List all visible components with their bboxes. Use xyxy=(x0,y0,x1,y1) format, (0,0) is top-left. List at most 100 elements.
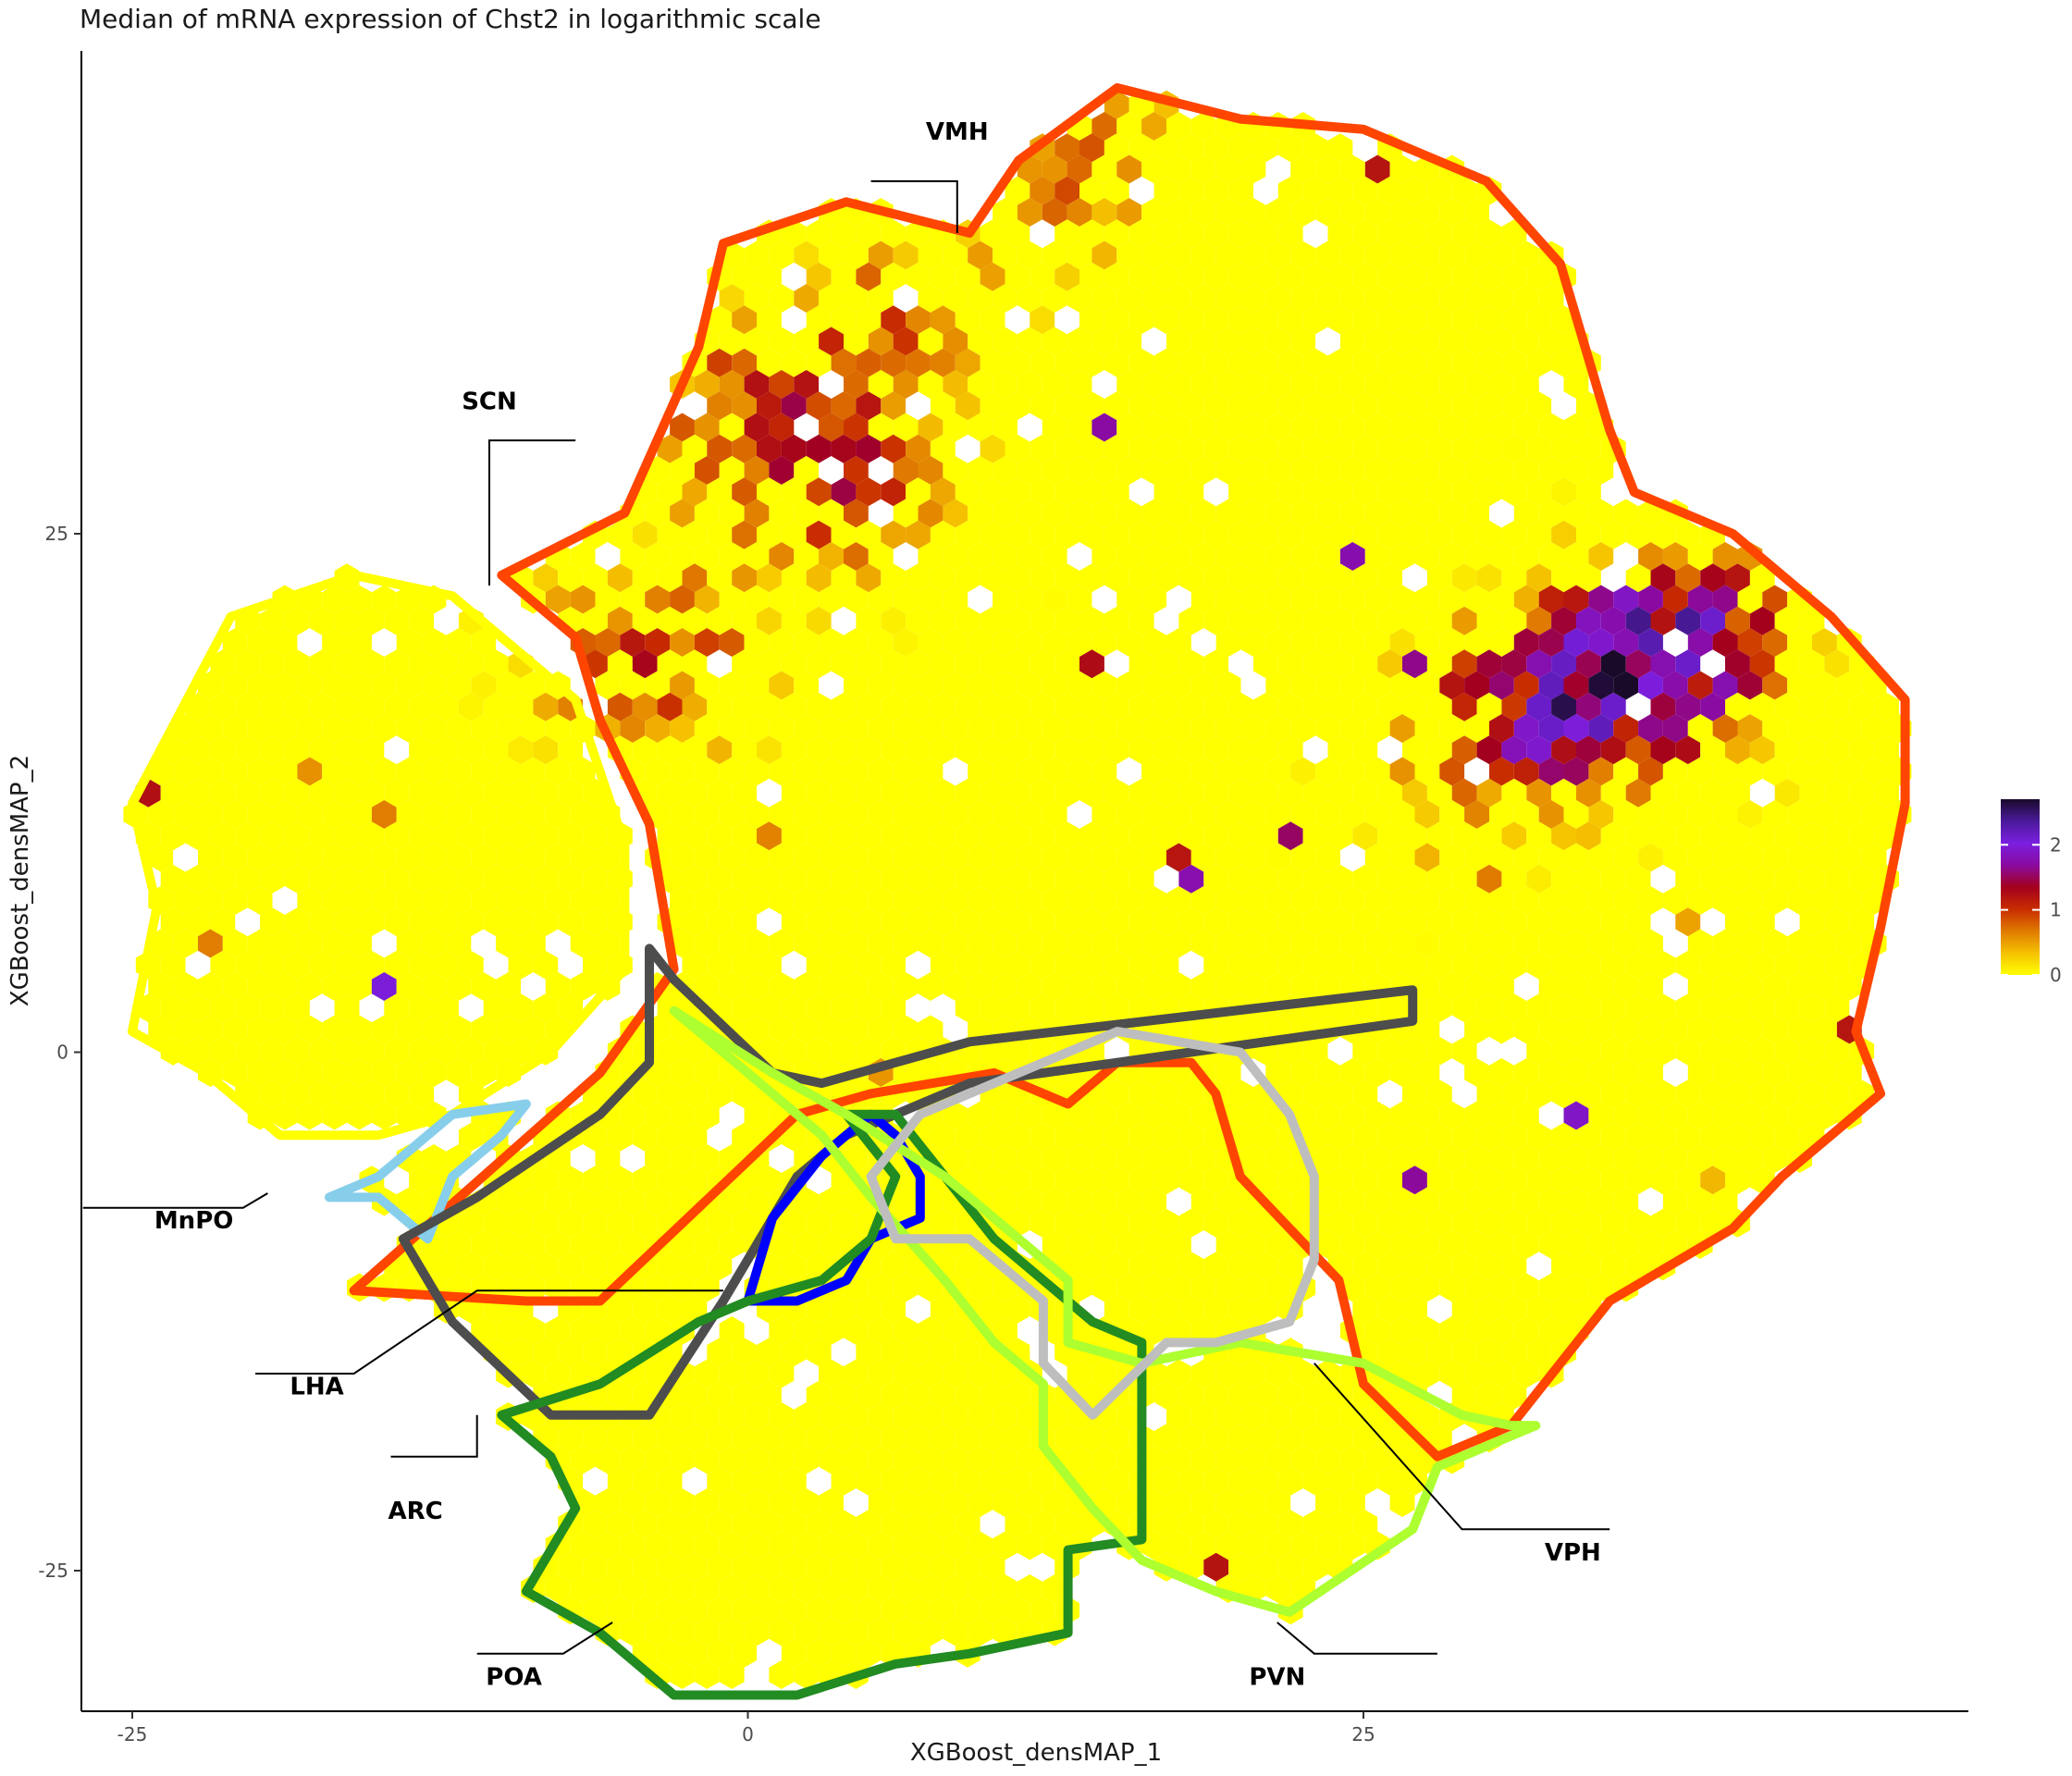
hex-cell xyxy=(1377,391,1402,421)
hex-cell xyxy=(347,714,372,743)
hex-cell xyxy=(1551,692,1576,722)
hex-cell xyxy=(1215,1445,1241,1474)
hex-cell xyxy=(1277,305,1303,335)
hex-cell xyxy=(396,1187,422,1216)
hex-cell xyxy=(657,1596,683,1625)
hex-cell xyxy=(1414,843,1440,872)
hex-cell xyxy=(993,456,1018,485)
hex-cell xyxy=(1178,1380,1204,1410)
hex-cell xyxy=(1563,714,1589,743)
hex-cell xyxy=(943,1531,968,1560)
hex-cell xyxy=(521,1187,546,1216)
hex-cell xyxy=(1787,757,1812,786)
hex-cell xyxy=(943,714,968,743)
hex-cell xyxy=(744,499,770,528)
hex-cell xyxy=(1513,714,1539,743)
hex-cell xyxy=(893,800,919,829)
hex-cell xyxy=(521,714,546,743)
hex-cell xyxy=(1253,1380,1278,1410)
hex-cell xyxy=(1104,1166,1129,1195)
hex-cell xyxy=(1600,821,1626,851)
hex-cell xyxy=(694,370,720,399)
hex-cell xyxy=(260,692,285,722)
hex-cell xyxy=(1277,649,1303,679)
hex-cell xyxy=(1774,1122,1800,1152)
hex-cell xyxy=(1203,262,1229,291)
hex-cell xyxy=(396,843,422,872)
hex-cell xyxy=(955,606,980,635)
hex-cell xyxy=(1650,563,1676,593)
hex-cell xyxy=(1824,649,1850,679)
hex-cell xyxy=(868,886,894,915)
hex-cell xyxy=(744,1531,770,1560)
hex-cell xyxy=(1092,327,1117,356)
hex-cell xyxy=(1265,1574,1291,1603)
hex-cell xyxy=(545,585,571,614)
hex-cell xyxy=(1439,671,1465,700)
hex-cell xyxy=(1700,606,1725,635)
hex-cell xyxy=(1042,1402,1067,1431)
hex-cell xyxy=(1439,843,1465,872)
hex-cell xyxy=(1650,1036,1676,1066)
hex-cell xyxy=(1799,907,1825,937)
hex-cell xyxy=(1501,262,1527,291)
hex-cell xyxy=(719,628,745,657)
hex-cell xyxy=(1364,1445,1390,1474)
hex-cell xyxy=(670,1402,695,1431)
hex-cell xyxy=(1190,1402,1216,1431)
hex-cell xyxy=(1315,1359,1340,1388)
hex-cell xyxy=(968,671,993,700)
hex-cell xyxy=(744,1187,770,1216)
hex-cell xyxy=(1253,649,1278,679)
hex-cell xyxy=(1315,1445,1340,1474)
hex-cell xyxy=(1054,950,1079,980)
hex-cell xyxy=(993,972,1018,1001)
hex-cell xyxy=(620,1187,646,1216)
hex-cell xyxy=(844,757,869,786)
hex-cell xyxy=(1414,1101,1440,1130)
hex-cell xyxy=(1650,1079,1676,1109)
hex-cell xyxy=(1662,886,1688,915)
hex-cell xyxy=(930,1552,956,1582)
hex-cell xyxy=(1476,649,1502,679)
hex-cell xyxy=(1116,1101,1142,1130)
hex-cell xyxy=(247,929,273,958)
hex-cell xyxy=(930,305,956,335)
hex-cell xyxy=(1377,649,1402,679)
hex-cell xyxy=(719,929,745,958)
hex-cell xyxy=(1290,671,1316,700)
hex-cell xyxy=(1700,1208,1725,1238)
hex-cell xyxy=(235,692,261,722)
hex-cell xyxy=(844,284,869,313)
hex-cell xyxy=(918,886,944,915)
hex-cell xyxy=(1426,176,1452,205)
hex-cell xyxy=(1476,262,1502,291)
hex-cell xyxy=(906,1466,931,1496)
hex-cell xyxy=(1215,1230,1241,1259)
hex-cell xyxy=(1799,993,1825,1023)
hex-cell xyxy=(1265,628,1291,657)
hex-cell xyxy=(496,714,521,743)
hex-cell xyxy=(334,649,360,679)
hex-cell xyxy=(1153,778,1179,808)
hex-cell xyxy=(1700,563,1725,593)
hex-cell xyxy=(819,1445,844,1474)
hex-cell xyxy=(471,886,497,915)
hex-cell xyxy=(1339,1101,1365,1130)
hex-cell xyxy=(769,542,795,571)
hex-cell xyxy=(769,1574,795,1603)
hex-cell xyxy=(707,391,733,421)
hex-cell xyxy=(632,1079,658,1109)
hex-cell xyxy=(210,821,236,851)
hex-cell xyxy=(1737,714,1763,743)
hex-cell xyxy=(819,327,844,356)
region-outline-poa xyxy=(497,1109,1147,1700)
hex-cell xyxy=(1849,692,1875,722)
hex-cell xyxy=(1576,434,1601,463)
hex-cell xyxy=(1265,1359,1291,1388)
hex-cell xyxy=(1190,112,1216,141)
hex-cell xyxy=(1017,714,1042,743)
hex-cell xyxy=(1128,219,1154,249)
hex-cell xyxy=(1762,585,1788,614)
hex-cell xyxy=(794,1531,820,1560)
